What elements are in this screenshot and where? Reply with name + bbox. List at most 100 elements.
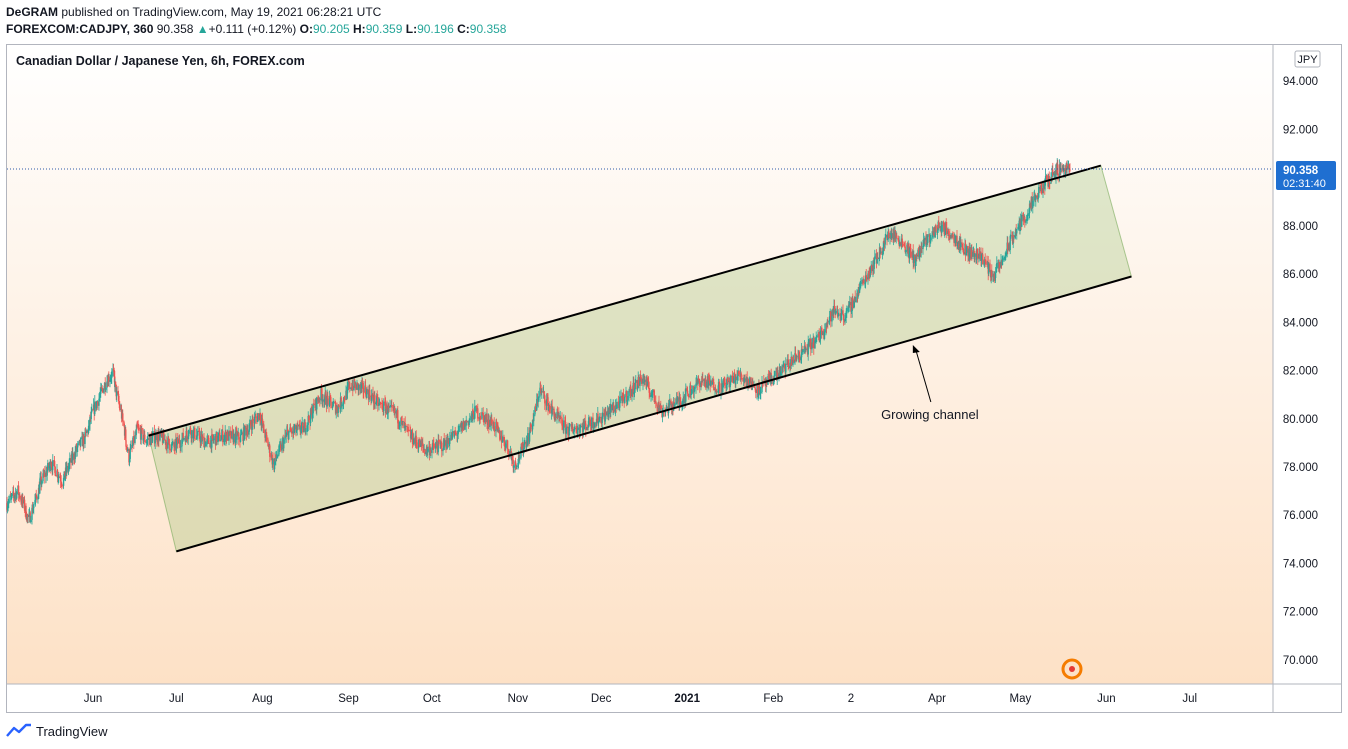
candle-body xyxy=(655,401,657,404)
candle-body xyxy=(772,381,775,384)
candle-body xyxy=(760,392,762,393)
candle-body xyxy=(156,441,159,443)
candle-body xyxy=(472,409,474,413)
candle-body xyxy=(456,434,459,436)
candle-body xyxy=(876,258,878,264)
candle-body xyxy=(755,389,757,393)
candle-body xyxy=(685,388,687,402)
candle-body xyxy=(125,429,127,441)
candle-body xyxy=(832,309,834,316)
candle-body xyxy=(36,496,38,499)
candle-body xyxy=(451,433,453,440)
candle-body xyxy=(993,273,995,279)
candle-body xyxy=(479,416,481,418)
candle-body xyxy=(869,272,871,274)
candle-body xyxy=(117,393,120,402)
candle-body xyxy=(286,429,288,433)
candle-body xyxy=(273,461,276,470)
candle-body xyxy=(964,243,967,255)
candle-body xyxy=(845,311,847,318)
candle-body xyxy=(544,395,546,404)
candle-body xyxy=(1017,226,1020,228)
candle-body xyxy=(295,424,297,433)
candle-body xyxy=(579,427,581,433)
candle-body xyxy=(977,253,979,259)
candle-body xyxy=(185,431,187,443)
candle-body xyxy=(622,395,625,400)
candle-body xyxy=(844,319,846,322)
candle-body xyxy=(770,373,772,382)
candle-body xyxy=(538,396,540,398)
author-name[interactable]: DeGRAM xyxy=(6,5,59,19)
candle-body xyxy=(503,436,505,442)
candle-body xyxy=(667,403,670,414)
candle-body xyxy=(306,425,308,431)
candle-body xyxy=(11,493,13,497)
candle-body xyxy=(409,430,411,432)
candle-body xyxy=(577,427,579,435)
candle-body xyxy=(89,417,91,425)
channel-upper-line xyxy=(148,164,1102,437)
candle-body xyxy=(363,391,365,393)
candle-body xyxy=(1027,213,1029,216)
candle-body xyxy=(1014,234,1016,238)
candle-body xyxy=(358,384,360,391)
candle-body xyxy=(518,454,520,458)
candle-body xyxy=(592,417,594,428)
candle-body xyxy=(566,426,568,429)
candle-body xyxy=(469,419,471,421)
candle-body xyxy=(517,462,519,466)
candle-body xyxy=(1025,220,1027,223)
candle-body xyxy=(774,375,776,376)
candle-body xyxy=(252,418,254,422)
candle-body xyxy=(105,387,107,390)
change-value: +0.111 (+0.12%) xyxy=(208,22,297,36)
candle-body xyxy=(675,398,677,405)
candle-body xyxy=(60,481,62,484)
candle-body xyxy=(648,388,650,393)
candle-body xyxy=(278,445,280,455)
candle-body xyxy=(976,249,978,254)
candle-body xyxy=(1055,164,1057,179)
candle-body xyxy=(119,404,121,410)
candle-body xyxy=(389,405,391,408)
candle-body xyxy=(946,228,948,235)
open-value: 90.205 xyxy=(312,22,350,36)
candle-body xyxy=(508,451,510,457)
candle-body xyxy=(291,431,293,434)
candle-body xyxy=(647,380,649,382)
candle-body xyxy=(818,334,820,341)
candle-body xyxy=(705,378,707,388)
candle-body xyxy=(961,242,963,245)
candle-body xyxy=(886,237,889,241)
candle-body xyxy=(258,413,260,421)
candle-body xyxy=(877,258,879,260)
candle-body xyxy=(1017,227,1019,230)
candle-body xyxy=(293,429,295,433)
footer-brand[interactable]: TradingView xyxy=(36,723,108,739)
candle-body xyxy=(708,378,710,386)
candle-body xyxy=(1005,253,1007,255)
candle-body xyxy=(777,372,779,378)
candle-body xyxy=(805,348,807,350)
candle-body xyxy=(961,244,964,248)
candle-body xyxy=(867,273,869,280)
candle-body xyxy=(472,412,475,419)
candle-body xyxy=(947,231,950,236)
candle-body xyxy=(409,431,412,439)
candle-body xyxy=(989,263,991,272)
candle-body xyxy=(186,435,188,439)
candle-body xyxy=(712,379,714,383)
candle-body xyxy=(436,445,438,450)
chart-frame[interactable] xyxy=(6,44,1342,713)
candle-body xyxy=(945,223,947,229)
candle-body xyxy=(85,432,87,434)
candle-body xyxy=(815,337,817,340)
candle-body xyxy=(48,465,51,469)
candle-body xyxy=(796,356,798,358)
candle-body xyxy=(296,425,298,431)
candle-body xyxy=(302,422,304,433)
candle-body xyxy=(574,427,576,430)
candle-body xyxy=(400,417,403,421)
